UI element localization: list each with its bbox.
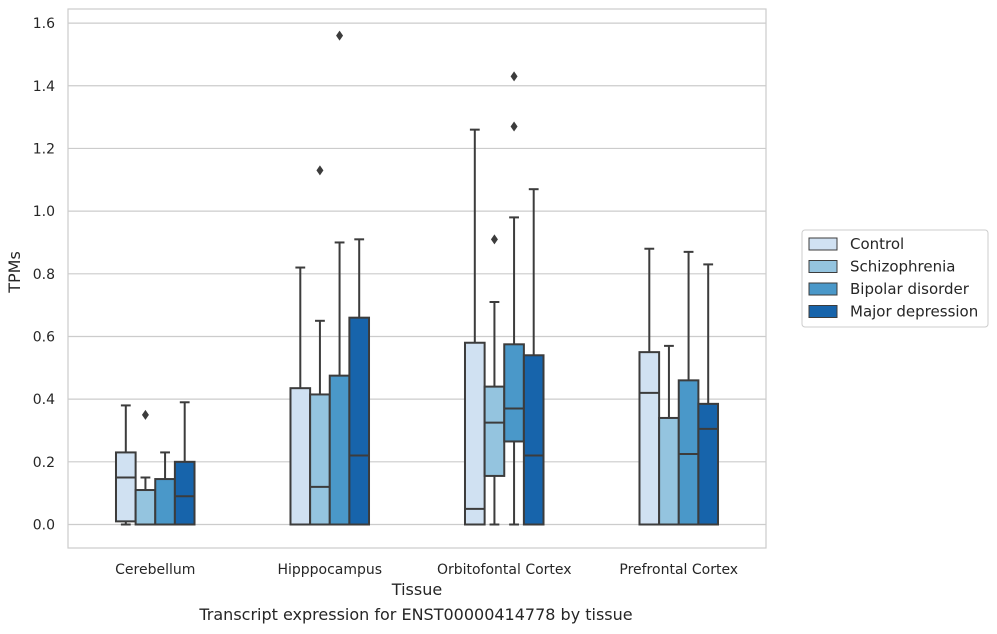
box xyxy=(638,351,661,526)
y-tick-labels: 0.0 0.2 0.4 0.6 0.8 1.0 1.2 1.4 1.6 xyxy=(33,16,55,533)
plot-frame xyxy=(67,8,767,549)
box xyxy=(289,387,312,526)
x-tick-label: Prefrontal Cortex xyxy=(619,562,738,578)
box xyxy=(173,460,196,526)
box xyxy=(503,343,525,443)
figure-caption: Transcript expression for ENST0000041477… xyxy=(199,605,633,624)
y-axis-label: TPMs xyxy=(5,251,24,294)
outlier-point xyxy=(141,409,149,420)
y-tick-label: 0.8 xyxy=(33,267,55,283)
box xyxy=(154,478,176,526)
y-tick-label: 1.4 xyxy=(33,79,55,95)
legend-frame xyxy=(801,229,989,328)
legend-label: Bipolar disorder xyxy=(850,280,970,298)
y-tick-label: 1.0 xyxy=(33,204,55,220)
outlier-point xyxy=(316,165,324,176)
outlier-point xyxy=(336,30,344,41)
box xyxy=(658,416,680,526)
x-tick-label: Cerebellum xyxy=(115,562,195,578)
box xyxy=(677,379,700,526)
y-tick-label: 0.0 xyxy=(33,517,55,533)
box xyxy=(134,489,157,526)
legend-label: Major depression xyxy=(850,303,978,321)
outlier-point xyxy=(510,121,518,132)
box xyxy=(483,385,506,477)
outlier-point xyxy=(510,71,518,82)
x-axis-label: Tissue xyxy=(391,580,442,599)
legend-label: Control xyxy=(850,235,904,253)
box xyxy=(309,393,331,526)
box xyxy=(328,374,351,526)
box xyxy=(114,451,137,523)
box xyxy=(522,354,545,526)
legend-swatch xyxy=(808,237,838,251)
y-tick-label: 1.2 xyxy=(33,141,55,157)
y-tick-label: 1.6 xyxy=(33,16,55,32)
box-series xyxy=(114,30,720,526)
x-tick-label: Orbitofontal Cortex xyxy=(437,562,572,578)
legend-label: Schizophrenia xyxy=(850,258,955,276)
x-tick-labels: Cerebellum Hipppocampus Orbitofontal Corte… xyxy=(115,562,738,578)
y-tick-label: 0.2 xyxy=(33,455,55,471)
legend-swatch xyxy=(808,282,838,296)
y-tick-label: 0.6 xyxy=(33,329,55,345)
x-tick-label: Hipppocampus xyxy=(277,562,382,578)
outlier-point xyxy=(490,234,498,245)
box xyxy=(348,316,371,526)
y-tick-label: 0.4 xyxy=(33,392,55,408)
legend-swatch xyxy=(808,260,838,273)
legend-swatch xyxy=(808,305,838,318)
legend: Control Schizophrenia Bipolar disorder Majo… xyxy=(801,229,989,328)
box xyxy=(697,402,720,526)
box xyxy=(463,341,486,526)
